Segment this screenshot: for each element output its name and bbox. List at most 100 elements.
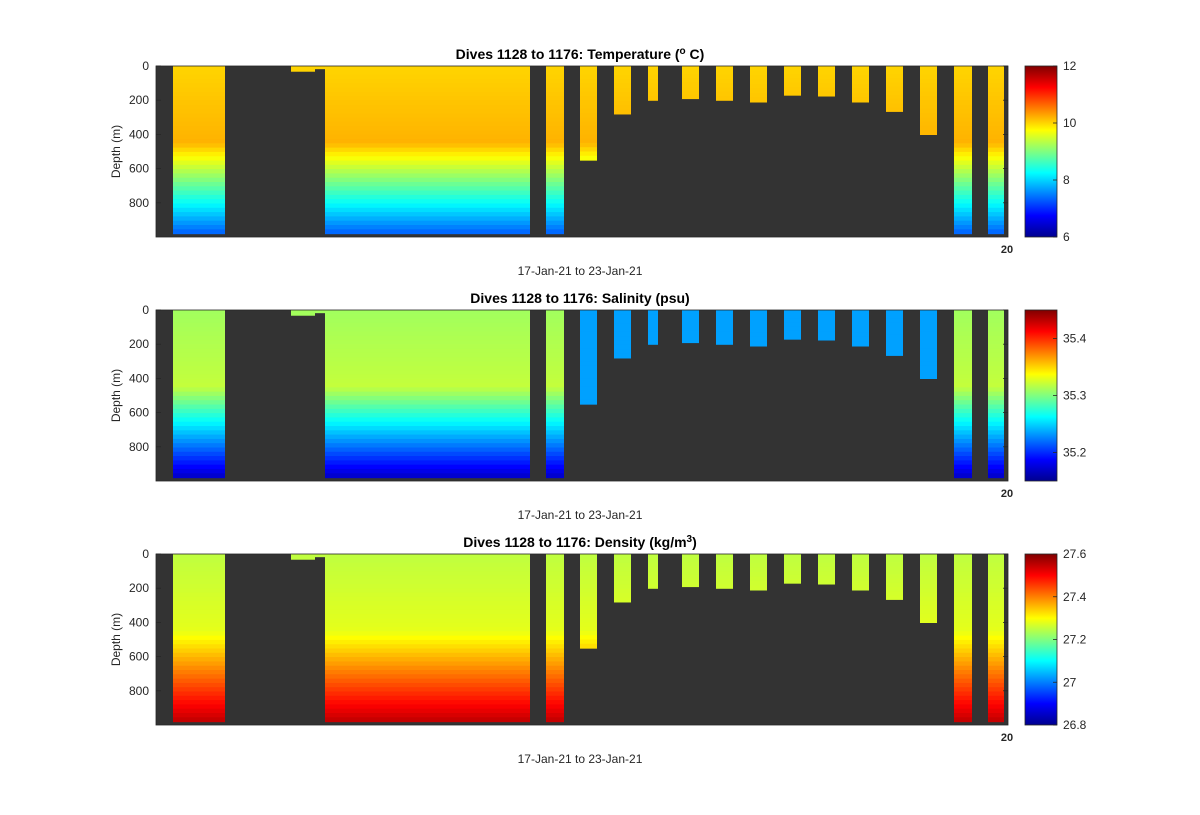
profile-cell: [988, 387, 1004, 393]
profile-cell: [546, 391, 564, 397]
profile-cell: [682, 338, 699, 344]
profile-cell: [325, 566, 530, 572]
profile-cell: [173, 438, 225, 444]
profile-cell: [988, 220, 1004, 226]
profile-cell: [852, 83, 869, 90]
profile-cell: [546, 331, 564, 337]
profile-cell: [580, 369, 597, 375]
profile-cell: [920, 108, 937, 114]
profile-cell: [325, 695, 530, 701]
profile-cell: [173, 203, 225, 209]
profile-cell: [988, 177, 1004, 183]
profile-cell: [988, 156, 1004, 162]
profile-cell: [546, 190, 564, 196]
profile-cell: [988, 695, 1004, 701]
profile-cell: [886, 566, 903, 572]
profile-cell: [325, 460, 530, 466]
profile-cell: [546, 644, 564, 650]
profile-cell: [886, 586, 903, 592]
profile-cell: [325, 224, 530, 230]
profile-cell: [325, 443, 530, 449]
profile-cell: [580, 310, 597, 315]
profile-cell: [988, 588, 1004, 594]
profile-cell: [716, 554, 733, 559]
profile-cell: [920, 558, 937, 564]
profile-cell: [173, 83, 225, 89]
profile-cell: [614, 562, 631, 568]
profile-cell: [325, 413, 530, 419]
profile-cell: [954, 340, 972, 345]
profile-cell: [784, 86, 801, 92]
profile-cell: [173, 365, 225, 371]
profile-cell: [546, 473, 564, 479]
profile-cell: [716, 74, 733, 80]
profile-cell: [291, 554, 305, 556]
profile-cell: [325, 374, 530, 380]
profile-cell: [580, 318, 597, 324]
profile-cell: [546, 443, 564, 449]
profile-cell: [173, 220, 225, 226]
profile-cell: [325, 627, 530, 632]
profile-cell: [988, 335, 1004, 341]
profile-cell: [648, 83, 658, 88]
profile-cell: [988, 451, 1004, 457]
profile-cell: [954, 327, 972, 333]
profile-cell: [784, 330, 801, 336]
profile-cell: [173, 691, 225, 697]
profile-cell: [716, 562, 733, 568]
profile-cell: [954, 579, 972, 585]
profile-cell: [291, 311, 305, 314]
profile-cell: [580, 596, 597, 602]
profile-cell: [954, 216, 972, 222]
profile-cell: [580, 571, 597, 576]
profile-cell: [325, 438, 530, 444]
profile-cell: [954, 190, 972, 196]
profile-cell: [291, 66, 305, 68]
profile-cell: [750, 318, 767, 325]
profile-cell: [954, 156, 972, 162]
profile-cell: [325, 601, 530, 607]
profile-cell: [954, 627, 972, 632]
profile-cell: [325, 421, 530, 427]
profile-cell: [920, 348, 937, 354]
profile-cell: [920, 613, 937, 619]
profile-cell: [315, 66, 325, 68]
profile-cell: [648, 310, 658, 315]
profile-cell: [173, 717, 225, 723]
profile-cell: [648, 66, 658, 71]
profile-cell: [580, 386, 597, 392]
profile-cell: [173, 665, 225, 671]
x-axis-label: 17-Jan-21 to 23-Jan-21: [518, 264, 643, 278]
panel-density: 0 200 400 600 800 Depth (m) 20 17-Jan-21 to 23-…: [109, 534, 1087, 767]
profile-cell: [173, 100, 225, 106]
profile-cell: [325, 451, 530, 457]
profile-cell: [920, 344, 937, 350]
y-axis-label: Depth (m): [109, 125, 123, 178]
profile-cell: [173, 164, 225, 170]
profile-cell: [614, 336, 631, 342]
profile-cell: [954, 87, 972, 93]
profile-cell: [325, 348, 530, 354]
profile-cell: [716, 339, 733, 345]
profile-cell: [988, 117, 1004, 123]
profile-cell: [954, 451, 972, 457]
profile-cell: [614, 318, 631, 324]
profile-cell: [325, 182, 530, 187]
profile-cell: [954, 648, 972, 654]
profile-cell: [784, 82, 801, 88]
profile-cell: [173, 87, 225, 93]
profile-cell: [325, 344, 530, 350]
profile-cell: [325, 186, 530, 192]
profile-cell: [784, 310, 801, 315]
profile-cell: [750, 310, 767, 316]
profile-cell: [546, 704, 564, 710]
y-tick-label: 0: [142, 59, 149, 73]
profile-cell: [325, 96, 530, 101]
profile-cell: [920, 117, 937, 123]
profile-cell: [954, 473, 972, 479]
profile-cell: [614, 109, 631, 115]
profile-cell: [954, 378, 972, 384]
profile-cell: [325, 117, 530, 123]
profile-cell: [580, 331, 597, 337]
profile-cell: [886, 78, 903, 84]
